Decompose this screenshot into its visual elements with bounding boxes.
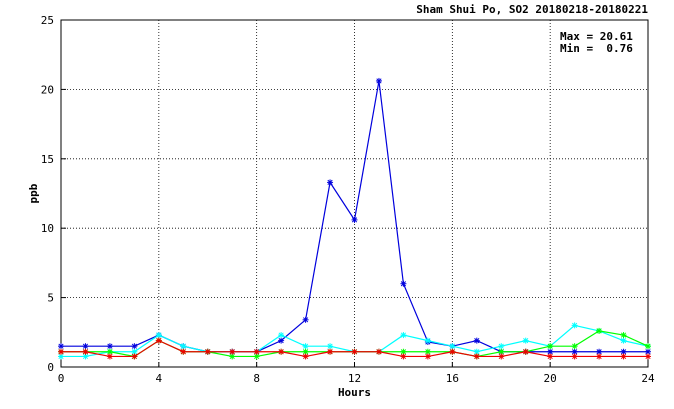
data-point [449, 348, 456, 355]
data-point [327, 348, 334, 355]
data-point [473, 348, 480, 355]
data-point [278, 348, 285, 355]
data-point [424, 353, 431, 360]
data-point [375, 348, 382, 355]
y-axis-title: ppb [27, 183, 40, 203]
data-point [302, 343, 309, 350]
data-point [351, 216, 358, 223]
data-point [106, 353, 113, 360]
data-point [204, 348, 211, 355]
series-4 [58, 337, 651, 360]
data-point [547, 343, 554, 350]
max-stat: Max = 20.61 [560, 30, 633, 43]
data-point [82, 343, 89, 350]
data-point [620, 332, 627, 339]
data-point [351, 348, 358, 355]
data-point [645, 343, 651, 350]
data-point [302, 353, 309, 360]
data-point [424, 348, 431, 355]
data-point [180, 343, 187, 350]
data-point [375, 77, 382, 84]
y-tick-label: 20 [41, 83, 54, 96]
data-point [596, 327, 603, 334]
data-point [180, 348, 187, 355]
data-point [229, 348, 236, 355]
data-point [596, 353, 603, 360]
data-point [327, 343, 334, 350]
y-tick-label: 15 [41, 153, 54, 166]
data-point [547, 353, 554, 360]
data-point [400, 353, 407, 360]
data-point [522, 337, 529, 344]
data-point [571, 353, 578, 360]
data-point [131, 343, 138, 350]
data-point [327, 179, 334, 186]
data-point [498, 353, 505, 360]
data-point [82, 348, 89, 355]
data-point [253, 348, 260, 355]
y-tick-label: 10 [41, 222, 54, 235]
chart-title: Sham Shui Po, SO2 20180218-20180221 [416, 3, 648, 16]
data-point [473, 353, 480, 360]
x-tick-label: 24 [641, 372, 655, 385]
data-point [571, 343, 578, 350]
data-point [449, 343, 456, 350]
data-point [58, 353, 64, 360]
x-tick-label: 16 [446, 372, 459, 385]
x-tick-label: 8 [253, 372, 260, 385]
data-point [278, 337, 285, 344]
data-point [58, 343, 64, 350]
data-point [302, 316, 309, 323]
data-point [522, 348, 529, 355]
data-point [498, 343, 505, 350]
series-layer [58, 77, 651, 360]
data-point [155, 332, 162, 339]
data-point [58, 348, 64, 355]
data-point [400, 348, 407, 355]
data-point [155, 337, 162, 344]
x-tick-label: 0 [58, 372, 65, 385]
data-point [498, 348, 505, 355]
data-point [620, 337, 627, 344]
x-tick-label: 12 [348, 372, 361, 385]
data-point [400, 280, 407, 287]
data-point [424, 337, 431, 344]
y-tick-label: 25 [41, 14, 54, 27]
data-point [571, 322, 578, 329]
min-stat: Min = 0.76 [560, 42, 633, 55]
data-point [131, 353, 138, 360]
data-point [645, 353, 651, 360]
axis-ticks: 0 4 8 12 16 20 24 0 5 10 15 20 25 [41, 14, 655, 385]
y-tick-label: 0 [47, 361, 54, 374]
data-point [229, 353, 236, 360]
data-point [106, 348, 113, 355]
y-tick-label: 5 [47, 292, 54, 305]
data-point [400, 332, 407, 339]
data-point [620, 353, 627, 360]
x-axis-title: Hours [338, 386, 371, 399]
x-tick-label: 4 [156, 372, 163, 385]
data-point [106, 343, 113, 350]
grid-lines [61, 20, 648, 367]
data-point [278, 332, 285, 339]
x-tick-label: 20 [544, 372, 557, 385]
data-point [473, 337, 480, 344]
